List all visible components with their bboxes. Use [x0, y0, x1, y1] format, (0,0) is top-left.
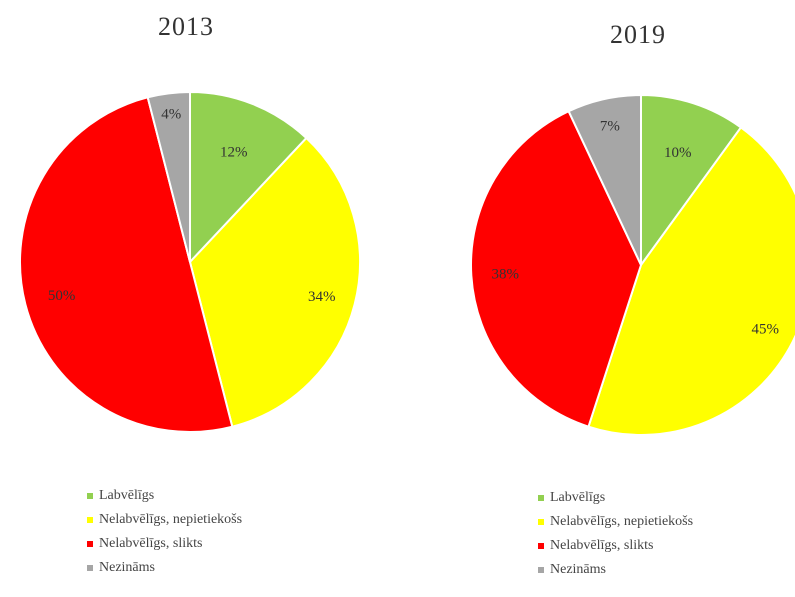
legend-label: Nelabvēlīgs, slikts [550, 538, 654, 553]
legend-item-nelabveligs-slikts: Nelabvēlīgs, slikts [538, 534, 693, 558]
legend-label: Nezināms [99, 560, 155, 575]
legend-item-nelabveligs-nepietiekoss: Nelabvēlīgs, nepietiekošs [87, 508, 242, 532]
legend-swatch [87, 493, 93, 499]
data-label-labveligs: 12% [220, 144, 248, 160]
legend-item-labveligs: Labvēlīgs [87, 484, 242, 508]
pie-slice-nelabveligs-nepietiekoss [587, 126, 795, 437]
legend-item-labveligs: Labvēlīgs [538, 486, 693, 510]
pie-svg: 12% 34% 50% 4% [19, 90, 361, 433]
data-label-nelabveligs-slikts: 50% [48, 288, 76, 304]
legend-label: Nezināms [550, 562, 606, 577]
data-label-nezinams: 7% [600, 119, 620, 135]
pie-slice-nelabveligs-nepietiekoss [188, 136, 361, 428]
legend-item-nezinams: Nezināms [538, 558, 693, 582]
pie-chart-2019: 2019 10% 45% 38% 7% Labvēlīgs Nelabvēlīgs, n… [398, 0, 795, 597]
data-label-nelabveligs-slikts: 38% [492, 267, 520, 283]
legend-swatch [87, 517, 93, 523]
legend-swatch [538, 567, 544, 573]
pie-slice-nezinams [146, 90, 191, 263]
chart-title: 2019 [610, 20, 666, 49]
legend-label: Labvēlīgs [550, 490, 606, 505]
legend: Labvēlīgs Nelabvēlīgs, nepietiekošs Nelabv… [538, 486, 693, 582]
pie-slice-nezinams [567, 93, 642, 266]
legend-label: Labvēlīgs [99, 488, 155, 503]
legend: Labvēlīgs Nelabvēlīgs, nepietiekošs Nelabv… [87, 484, 242, 580]
pie-slice-nelabveligs-slikts [19, 96, 234, 433]
legend-item-nezinams: Nezināms [87, 556, 242, 580]
legend-label: Nelabvēlīgs, slikts [99, 536, 203, 551]
pie-slice-labveligs [640, 93, 743, 269]
chart-title: 2013 [158, 12, 214, 41]
legend-swatch [538, 495, 544, 501]
pie-svg: 10% 45% 38% 7% [469, 93, 795, 437]
legend-swatch [538, 543, 544, 549]
data-label-nelabveligs-nepietiekoss: 45% [751, 321, 779, 337]
data-label-labveligs: 10% [664, 145, 692, 161]
legend-item-nelabveligs-slikts: Nelabvēlīgs, slikts [87, 532, 242, 556]
legend-label: Nelabvēlīgs, nepietiekošs [99, 512, 243, 527]
pie-slice-labveligs [189, 90, 308, 265]
pie-slice-nelabveligs-slikts [469, 109, 643, 428]
legend-item-nelabveligs-nepietiekoss: Nelabvēlīgs, nepietiekošs [538, 510, 693, 534]
legend-swatch [87, 565, 93, 571]
data-label-nelabveligs-nepietiekoss: 34% [308, 289, 336, 305]
pie-chart-2013: 2013 12% 34% 50% 4% Labvēlīgs Nelabvēlīgs, n… [19, 12, 361, 580]
data-label-nezinams: 4% [161, 107, 181, 123]
legend-swatch [87, 541, 93, 547]
legend-swatch [538, 519, 544, 525]
legend-label: Nelabvēlīgs, nepietiekošs [550, 514, 694, 529]
